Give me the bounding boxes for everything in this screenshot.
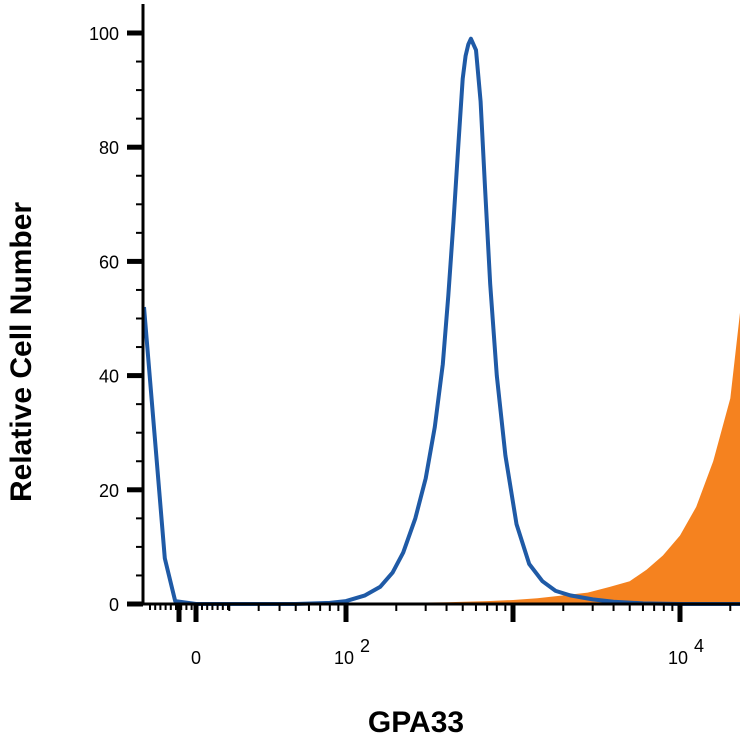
series-filled-histogram — [196, 35, 740, 604]
y-axis-title: Relative Cell Number — [5, 202, 38, 502]
y-tick-label: 40 — [99, 367, 119, 387]
y-tick-label: 0 — [109, 595, 119, 615]
y-tick-label: 20 — [99, 481, 119, 501]
x-tick-label: 102 — [334, 636, 370, 668]
x-axis-title: GPA33 — [368, 706, 464, 739]
y-tick-label: 60 — [99, 252, 119, 272]
series-outline-histogram — [142, 36, 740, 606]
x-tick-label: 0 — [191, 648, 201, 668]
series-layer — [142, 35, 740, 606]
axes-layer — [127, 4, 740, 622]
label-layer: 0204060801000102104106 — [89, 24, 704, 668]
x-tick-label: 104 — [668, 636, 704, 668]
y-tick-label: 100 — [89, 24, 119, 44]
y-tick-label: 80 — [99, 138, 119, 158]
